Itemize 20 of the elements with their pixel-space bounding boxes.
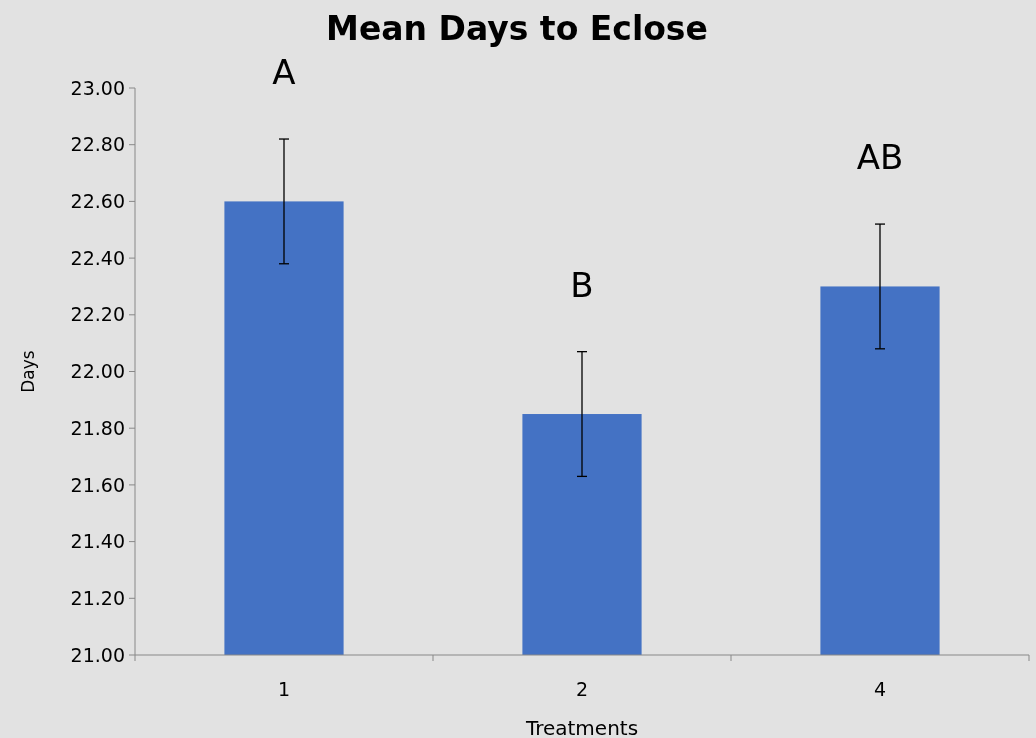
annotation: B — [570, 264, 594, 305]
y-tick-label: 21.60 — [70, 473, 125, 496]
y-tick-label: 23.00 — [70, 76, 125, 99]
y-tick-label: 21.40 — [70, 530, 125, 553]
y-axis-title: Days — [18, 350, 38, 393]
chart-title: Mean Days to Eclose — [326, 9, 708, 48]
y-tick-label: 22.80 — [70, 133, 125, 156]
y-tick-label: 22.40 — [70, 246, 125, 269]
annotation: AB — [856, 137, 904, 178]
x-tick-label: 1 — [277, 678, 291, 700]
x-tick-label: 4 — [873, 678, 887, 700]
y-tick-label: 21.20 — [70, 586, 125, 609]
y-tick-label: 22.20 — [70, 303, 125, 326]
y-tick-label: 22.00 — [70, 360, 125, 383]
y-tick-label: 21.00 — [70, 643, 125, 666]
y-tick-label: 22.60 — [70, 190, 125, 213]
y-tick-label: 21.80 — [70, 416, 125, 439]
annotation: A — [272, 52, 296, 93]
x-tick-label: 2 — [575, 678, 589, 700]
x-axis-title: Treatments — [524, 716, 639, 738]
